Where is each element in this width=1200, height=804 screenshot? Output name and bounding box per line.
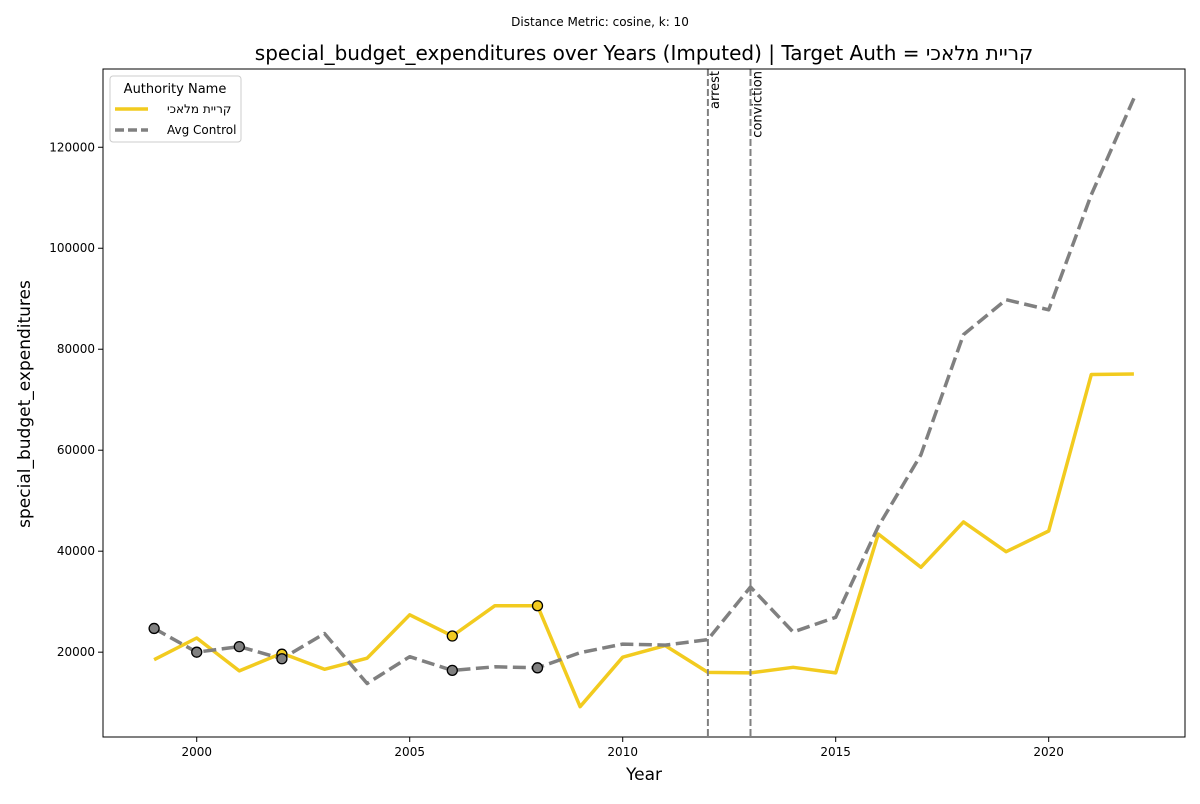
series-line-avg-control [153,97,1136,686]
axes-frame [102,68,1186,738]
legend-label: Avg Control [167,123,236,137]
y-axis-label: special_budget_expenditures [15,280,35,528]
chart-suptitle: Distance Metric: cosine, k: 10 [511,15,689,29]
imputed-point [233,640,245,653]
x-axis-label: Year [625,765,662,785]
annotation-label: arrest [708,71,723,109]
y-tick-label: 120000 [49,140,95,154]
imputed-point [191,646,203,658]
x-tick-label: 2005 [394,745,425,759]
imputed-point [446,630,458,642]
series-group [153,69,1136,737]
y-tick-label: 40000 [57,544,95,558]
y-tick-label: 60000 [57,443,95,457]
imputed-point [446,664,458,677]
y-tick-label: 80000 [57,342,95,356]
legend-box [109,75,242,143]
plot-area: 2000 2005 2010 2015 2020 20000 40000 60000 80000… [49,68,1186,759]
imputed-point [531,662,544,674]
imputed-point [276,653,288,665]
y-tick-label: 20000 [57,645,95,659]
x-tick-label: 2010 [607,745,638,759]
y-tick-label: 100000 [49,241,95,255]
x-tick-label: 2000 [181,745,212,759]
legend-title: Authority Name [124,82,227,97]
imputed-point [531,600,544,612]
x-tick-label: 2020 [1033,745,1064,759]
legend-label: קריית מלאכי [167,102,231,116]
annotation-label: conviction [750,71,765,138]
chart-title: special_budget_expenditures over Years (… [255,41,1033,65]
legend: Authority Name קריית מלאכי Avg Control [109,75,242,143]
imputed-point [148,622,160,635]
x-tick-label: 2015 [820,745,851,759]
series-line-target [153,372,1134,709]
